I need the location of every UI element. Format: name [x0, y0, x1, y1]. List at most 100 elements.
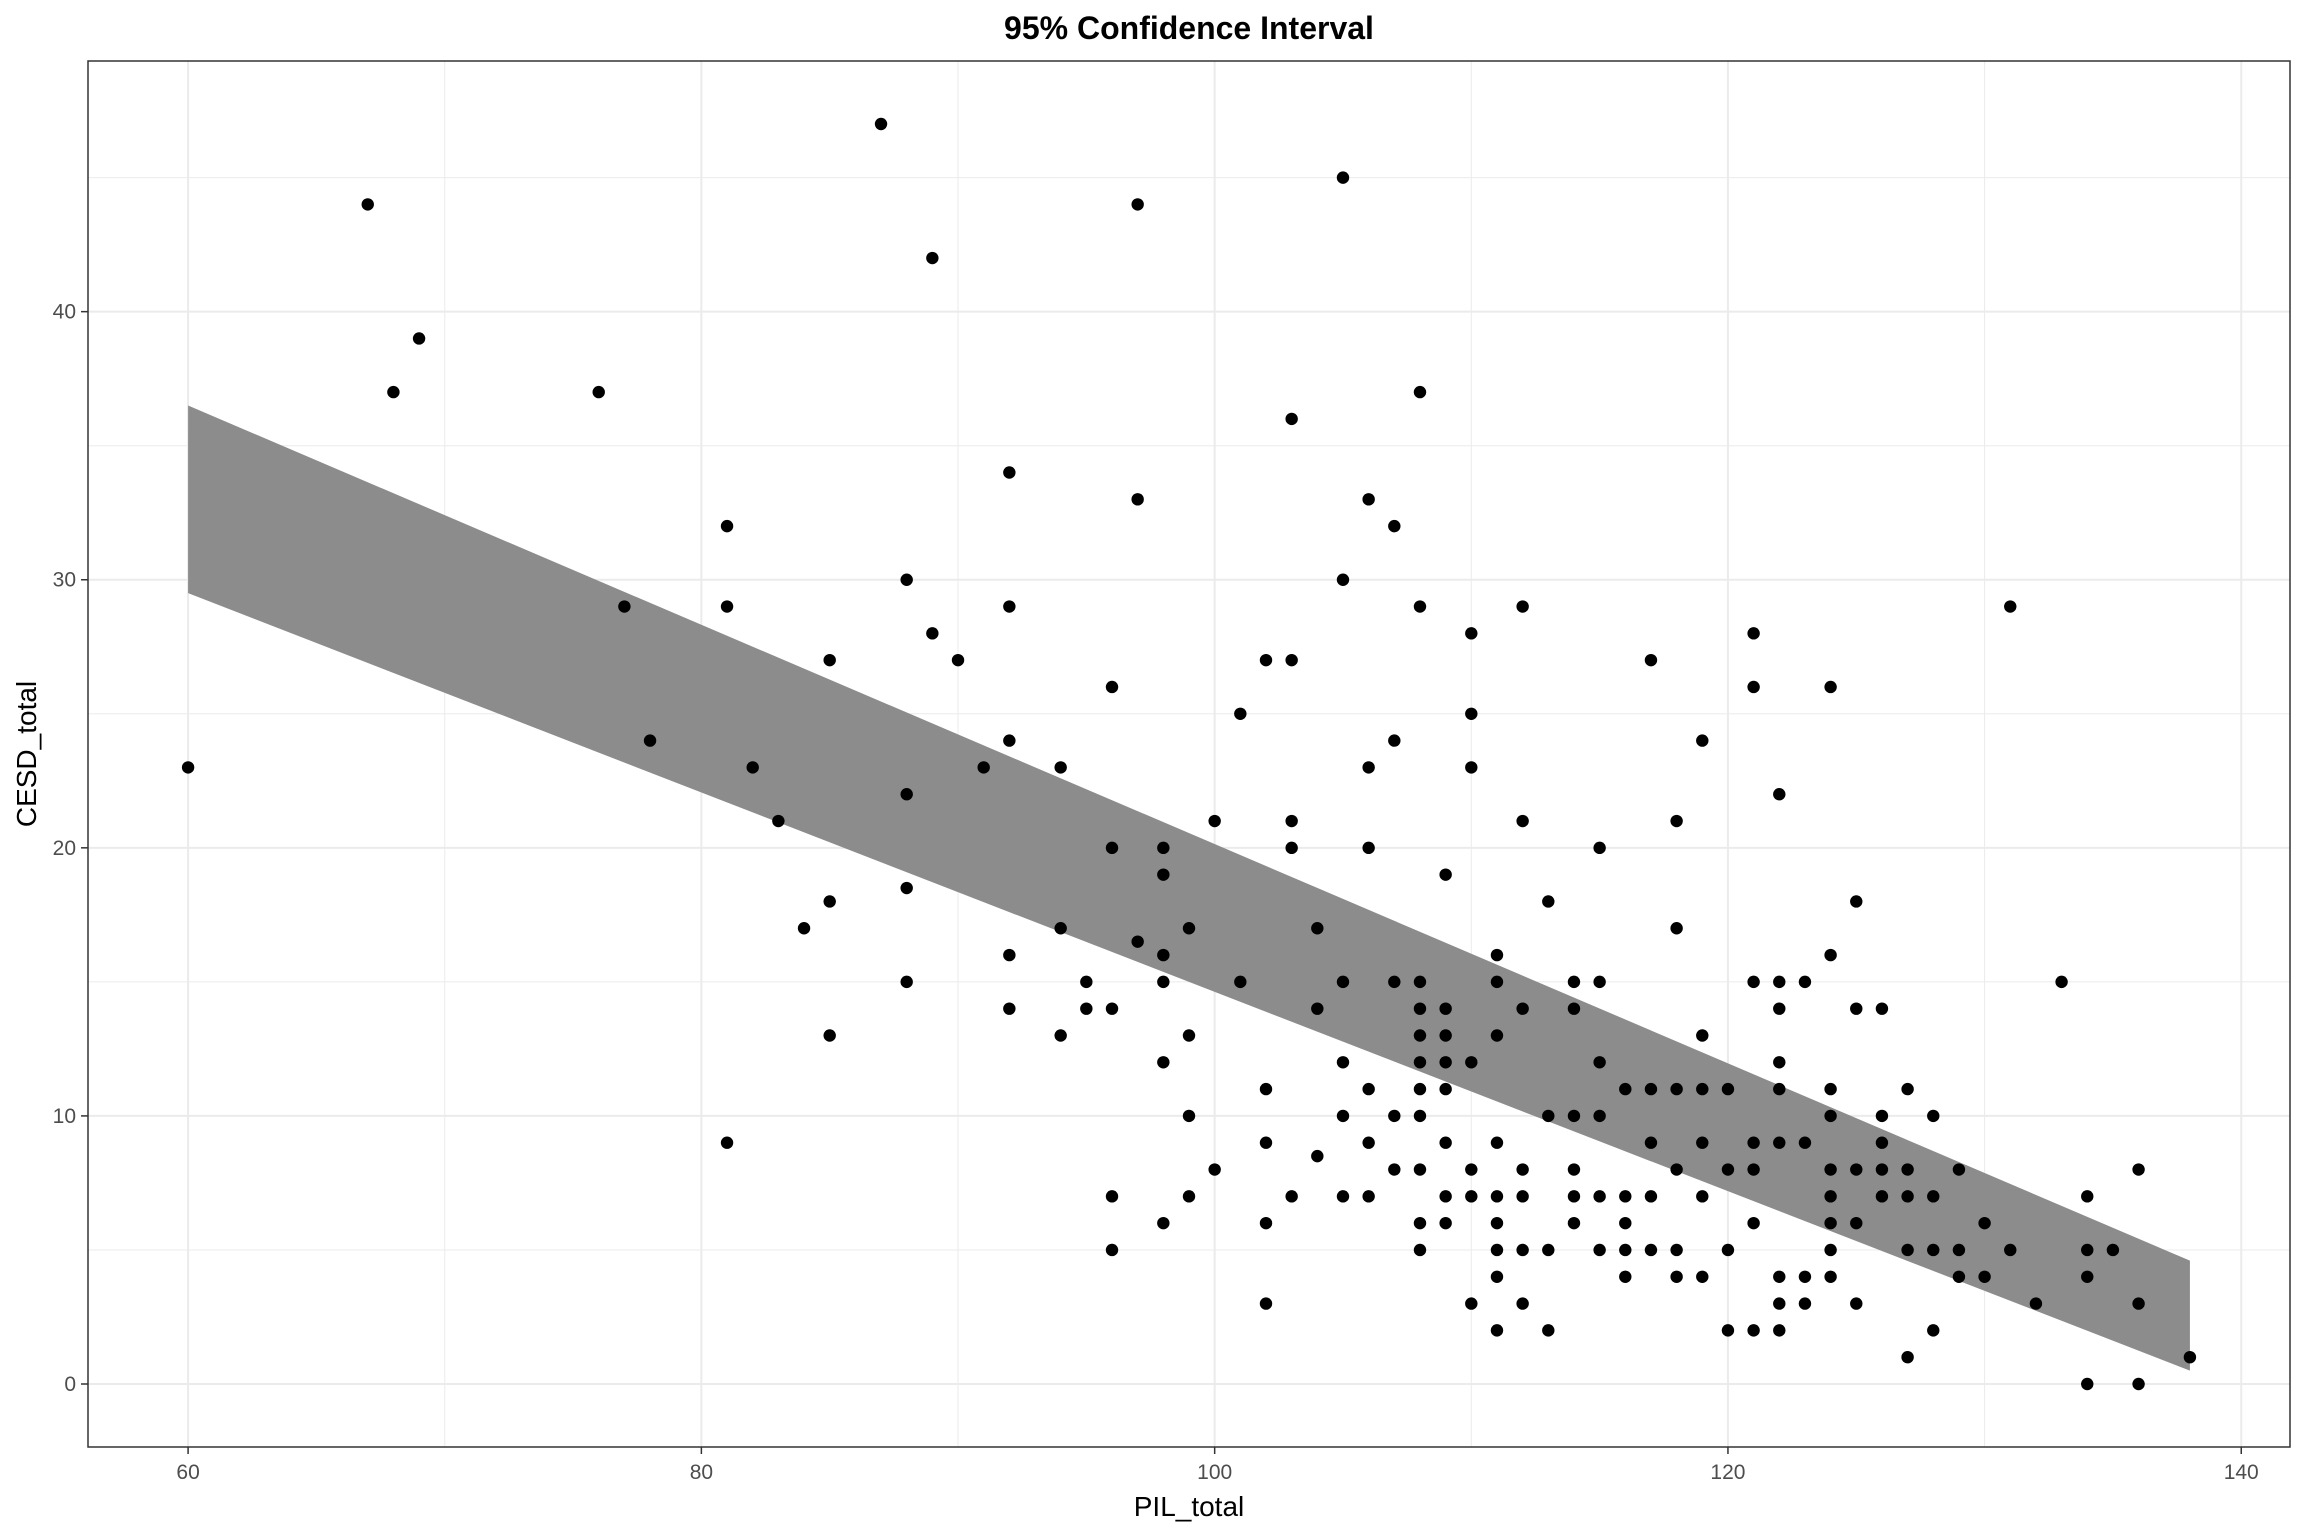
data-point: [1131, 493, 1144, 506]
data-point: [1875, 1136, 1889, 1149]
data-point: [1003, 1002, 1016, 1015]
data-point: [1567, 975, 1581, 989]
data-point: [1875, 1002, 1889, 1015]
data-point: [2004, 1243, 2017, 1257]
data-point: [1644, 1136, 1658, 1149]
data-point: [1465, 1190, 1478, 1203]
data-point: [1593, 1190, 1606, 1203]
x-tick-label: 60: [176, 1461, 199, 1484]
data-point: [1388, 1163, 1401, 1176]
data-point: [1850, 1002, 1863, 1015]
data-point: [1439, 1190, 1452, 1203]
data-point: [1593, 1243, 1606, 1257]
data-point: [926, 251, 939, 265]
data-point: [951, 653, 965, 667]
y-tick-label: 30: [53, 569, 76, 592]
data-point: [720, 1136, 734, 1149]
data-point: [2081, 1377, 2094, 1391]
data-point: [1388, 975, 1401, 989]
data-point: [1490, 1190, 1504, 1203]
data-point: [1747, 1216, 1760, 1230]
data-point: [2132, 1163, 2145, 1176]
data-point: [1542, 1243, 1555, 1257]
data-point: [1567, 1190, 1581, 1203]
data-point: [1619, 1190, 1632, 1203]
data-point: [1311, 922, 1324, 935]
data-point: [1439, 1002, 1452, 1015]
data-point: [1259, 1297, 1273, 1310]
data-point: [1901, 1243, 1914, 1257]
data-point: [1619, 1270, 1632, 1283]
data-point: [746, 761, 759, 774]
data-point: [1696, 1029, 1709, 1042]
data-point: [1875, 1163, 1889, 1176]
data-point: [1413, 1056, 1427, 1069]
data-point: [823, 895, 836, 908]
data-point: [1003, 948, 1016, 962]
y-tick-label: 20: [53, 837, 76, 860]
data-point: [1670, 1243, 1683, 1257]
data-point: [1105, 841, 1119, 855]
data-point: [720, 519, 734, 533]
data-point: [1388, 519, 1401, 533]
data-point: [1336, 1190, 1350, 1203]
data-point: [1362, 1190, 1375, 1203]
data-point: [618, 600, 631, 613]
data-point: [1773, 1324, 1786, 1337]
data-point: [1952, 1163, 1966, 1176]
data-point: [1234, 975, 1247, 989]
data-point: [1285, 412, 1298, 426]
data-point: [797, 922, 811, 935]
data-point: [1157, 841, 1170, 855]
data-point: [1208, 1163, 1221, 1176]
data-point: [1773, 1297, 1786, 1310]
axis-ticks: 60 80 100 120 140 0 10 20 30 40: [53, 301, 2259, 1484]
data-point: [1490, 1136, 1504, 1149]
data-point: [1927, 1109, 1940, 1123]
data-point: [1336, 975, 1350, 989]
data-point: [1259, 653, 1273, 667]
data-point: [1567, 1216, 1581, 1230]
data-point: [1208, 814, 1221, 828]
data-point: [1952, 1270, 1966, 1283]
data-point: [2055, 975, 2068, 989]
data-point: [1285, 653, 1298, 667]
data-point: [1824, 1190, 1837, 1203]
data-point: [1105, 1243, 1119, 1257]
x-tick-label: 100: [1197, 1461, 1232, 1484]
data-point: [874, 117, 888, 131]
y-axis-label: CESD_total: [11, 681, 42, 827]
data-point: [1516, 1163, 1529, 1176]
data-point: [1850, 1216, 1863, 1230]
data-point: [2183, 1350, 2197, 1364]
data-point: [1721, 1324, 1735, 1337]
data-point: [1080, 1002, 1093, 1015]
data-point: [1747, 975, 1760, 989]
data-point: [1824, 1163, 1837, 1176]
data-point: [1413, 385, 1427, 399]
data-point: [1644, 1082, 1658, 1096]
x-tick-label: 80: [690, 1461, 713, 1484]
data-point: [720, 600, 734, 613]
data-point: [361, 198, 374, 211]
y-tick-label: 10: [53, 1105, 76, 1128]
data-point: [1567, 1002, 1581, 1015]
data-point: [1439, 1029, 1452, 1042]
data-point: [1388, 734, 1401, 747]
data-point: [1516, 814, 1529, 828]
data-point: [1875, 1190, 1889, 1203]
data-point: [181, 761, 195, 774]
data-point: [1927, 1243, 1940, 1257]
data-point: [1105, 1190, 1119, 1203]
data-point: [1516, 1002, 1529, 1015]
confidence-ribbon: [188, 405, 2190, 1371]
data-point: [1336, 573, 1350, 586]
data-points: [181, 117, 2197, 1391]
data-point: [1696, 1082, 1709, 1096]
data-point: [926, 627, 939, 640]
data-point: [1285, 841, 1298, 855]
data-point: [1311, 1002, 1324, 1015]
data-point: [1465, 627, 1478, 640]
data-point: [1593, 1109, 1606, 1123]
data-point: [1413, 1029, 1427, 1042]
